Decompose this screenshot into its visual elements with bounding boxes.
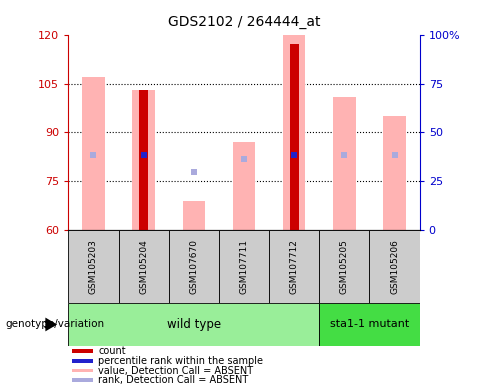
Bar	[319, 303, 420, 346]
Bar	[68, 230, 119, 303]
Bar	[72, 378, 93, 382]
Text: GSM105205: GSM105205	[340, 240, 349, 294]
Text: GSM107712: GSM107712	[290, 240, 299, 294]
Bar	[169, 230, 219, 303]
Bar	[319, 230, 369, 303]
Bar	[333, 97, 356, 230]
Text: GSM105206: GSM105206	[390, 240, 399, 294]
Polygon shape	[45, 318, 57, 331]
Bar	[219, 230, 269, 303]
Bar	[119, 230, 169, 303]
Bar	[283, 35, 305, 230]
Text: GSM105204: GSM105204	[139, 240, 148, 294]
Bar	[72, 359, 93, 363]
Text: count: count	[98, 346, 126, 356]
Text: percentile rank within the sample: percentile rank within the sample	[98, 356, 263, 366]
Bar	[233, 142, 255, 230]
Text: wild type: wild type	[167, 318, 221, 331]
Text: value, Detection Call = ABSENT: value, Detection Call = ABSENT	[98, 366, 253, 376]
Text: rank, Detection Call = ABSENT: rank, Detection Call = ABSENT	[98, 375, 248, 384]
Text: sta1-1 mutant: sta1-1 mutant	[330, 319, 409, 329]
Bar	[68, 303, 319, 346]
Bar	[269, 230, 319, 303]
Bar	[183, 201, 205, 230]
Bar	[369, 230, 420, 303]
Bar	[290, 45, 299, 230]
Bar	[132, 90, 155, 230]
Bar	[82, 77, 105, 230]
Bar	[139, 90, 148, 230]
Bar	[72, 349, 93, 353]
Bar	[383, 116, 406, 230]
Text: GDS2102 / 264444_at: GDS2102 / 264444_at	[168, 15, 320, 29]
Text: GSM107711: GSM107711	[240, 239, 248, 295]
Text: GSM107670: GSM107670	[189, 239, 198, 295]
Bar	[72, 369, 93, 372]
Text: GSM105203: GSM105203	[89, 240, 98, 294]
Text: genotype/variation: genotype/variation	[5, 319, 104, 329]
